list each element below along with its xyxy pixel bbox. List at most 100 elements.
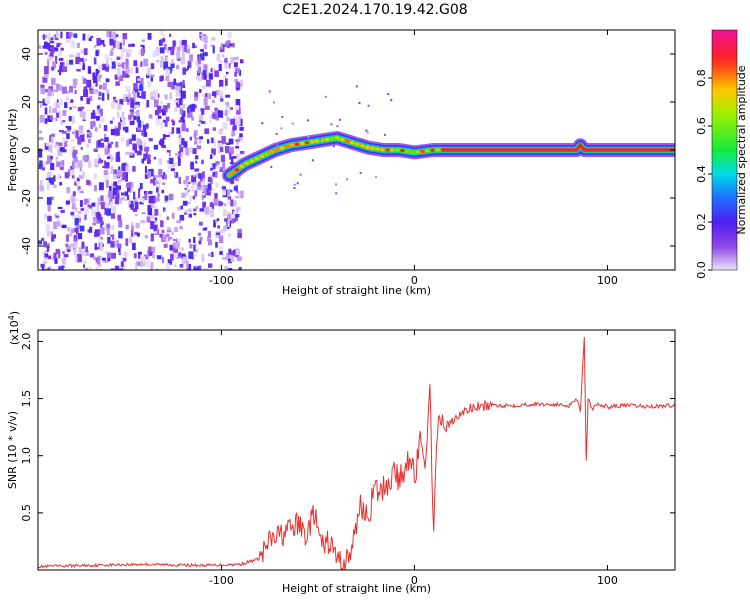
noise-speckle	[96, 219, 101, 224]
noise-speckle	[162, 38, 166, 43]
noise-speckle	[106, 228, 110, 236]
noise-speckle	[198, 57, 201, 65]
noise-speckle	[46, 42, 51, 50]
noise-speckle	[96, 257, 101, 265]
noise-speckle	[215, 161, 220, 167]
noise-speckle	[190, 104, 195, 112]
y-tick-label: 2.0	[20, 333, 33, 351]
noise-speckle	[79, 129, 83, 135]
noise-speckle	[39, 45, 42, 49]
noise-speckle	[215, 115, 220, 121]
noise-speckle	[123, 63, 126, 70]
noise-speckle	[159, 61, 163, 68]
ridge-hotspot	[395, 148, 400, 152]
noise-speckle	[125, 86, 131, 92]
noise-speckle	[116, 170, 122, 177]
noise-speckle	[165, 73, 170, 82]
noise-speckle	[117, 214, 122, 221]
noise-speckle	[220, 98, 224, 102]
noise-speckle	[176, 86, 181, 91]
noise-speckle	[160, 121, 163, 129]
noise-speckle	[122, 172, 127, 180]
noise-speckle	[97, 197, 101, 205]
noise-speckle	[49, 37, 54, 41]
noise-speckle	[44, 253, 49, 258]
noise-speckle	[218, 89, 222, 93]
noise-speckle	[141, 198, 145, 203]
noise-speckle	[199, 236, 203, 241]
noise-speckle	[122, 70, 125, 78]
noise-speckle	[105, 164, 110, 169]
noise-speckle	[195, 206, 199, 210]
noise-speckle	[172, 242, 176, 248]
noise-speckle	[39, 115, 45, 123]
noise-speckle	[143, 153, 148, 159]
noise-speckle	[235, 207, 239, 214]
noise-speckle	[233, 116, 237, 120]
noise-speckle	[240, 190, 244, 199]
noise-speckle	[125, 64, 129, 69]
noise-speckle	[60, 119, 64, 125]
noise-speckle	[122, 118, 126, 126]
noise-speckle	[222, 44, 227, 47]
noise-speckle	[117, 69, 121, 77]
noise-speckle	[176, 220, 181, 223]
noise-speckle	[123, 196, 127, 202]
noise-speckle	[218, 151, 222, 154]
noise-speckle	[118, 252, 121, 255]
noise-speckle	[135, 67, 139, 74]
noise-speckle	[121, 223, 124, 227]
noise-speckle	[69, 31, 73, 37]
noise-speckle	[160, 101, 163, 105]
noise-speckle	[126, 163, 129, 172]
noise-speckle	[98, 153, 101, 161]
noise-speckle	[132, 242, 136, 250]
noise-speckle	[366, 131, 369, 134]
noise-speckle	[148, 246, 152, 254]
noise-speckle	[103, 170, 109, 175]
noise-speckle	[93, 57, 97, 65]
noise-speckle	[82, 78, 87, 84]
noise-speckle	[84, 198, 87, 205]
noise-speckle	[336, 125, 339, 128]
noise-speckle	[104, 160, 107, 169]
noise-speckle	[78, 217, 81, 223]
noise-speckle	[40, 87, 46, 95]
noise-speckle	[109, 38, 114, 46]
noise-speckle	[131, 134, 136, 141]
noise-speckle	[198, 33, 203, 37]
noise-speckle	[40, 102, 43, 108]
noise-speckle	[194, 168, 200, 172]
noise-speckle	[358, 102, 361, 104]
noise-speckle	[224, 110, 228, 117]
noise-speckle	[67, 249, 71, 253]
noise-speckle	[164, 209, 167, 212]
noise-speckle	[59, 142, 63, 147]
noise-speckle	[161, 256, 164, 264]
noise-speckle	[104, 137, 109, 142]
noise-speckle	[111, 156, 115, 160]
noise-speckle	[203, 64, 208, 72]
noise-speckle	[180, 138, 185, 145]
noise-speckle	[116, 56, 120, 60]
noise-speckle	[84, 213, 87, 220]
colorbar-label: Normalized spectral amplitude	[735, 65, 748, 234]
noise-speckle	[54, 257, 58, 264]
noise-speckle	[174, 264, 177, 267]
noise-speckle	[115, 81, 120, 86]
noise-speckle	[174, 253, 178, 258]
noise-speckle	[108, 190, 113, 199]
noise-speckle	[291, 122, 294, 125]
noise-speckle	[120, 137, 125, 142]
noise-speckle	[49, 116, 54, 120]
noise-speckle	[61, 149, 67, 153]
ridge-hotspot	[259, 154, 265, 158]
noise-speckle	[141, 158, 145, 164]
noise-speckle	[69, 59, 74, 65]
noise-speckle	[130, 203, 134, 210]
noise-speckle	[139, 201, 144, 205]
ridge-hotspot	[274, 147, 280, 152]
noise-speckle	[42, 76, 48, 83]
noise-speckle	[183, 212, 187, 215]
noise-speckle	[129, 236, 132, 244]
